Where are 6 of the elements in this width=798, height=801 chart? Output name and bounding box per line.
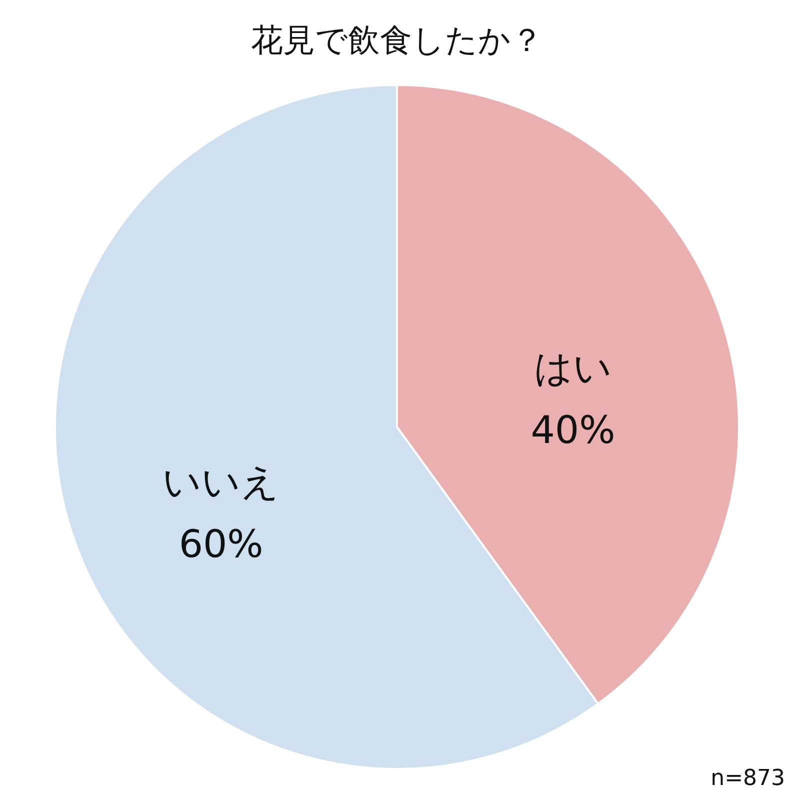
- slice-label: はい: [534, 346, 612, 390]
- text: n=873: [710, 766, 785, 791]
- chart-title: 花見で飲食したか？: [251, 21, 543, 59]
- data-label: 40%: [530, 408, 616, 452]
- data-label: 60%: [178, 522, 264, 566]
- slice-label: いいえ: [162, 460, 280, 504]
